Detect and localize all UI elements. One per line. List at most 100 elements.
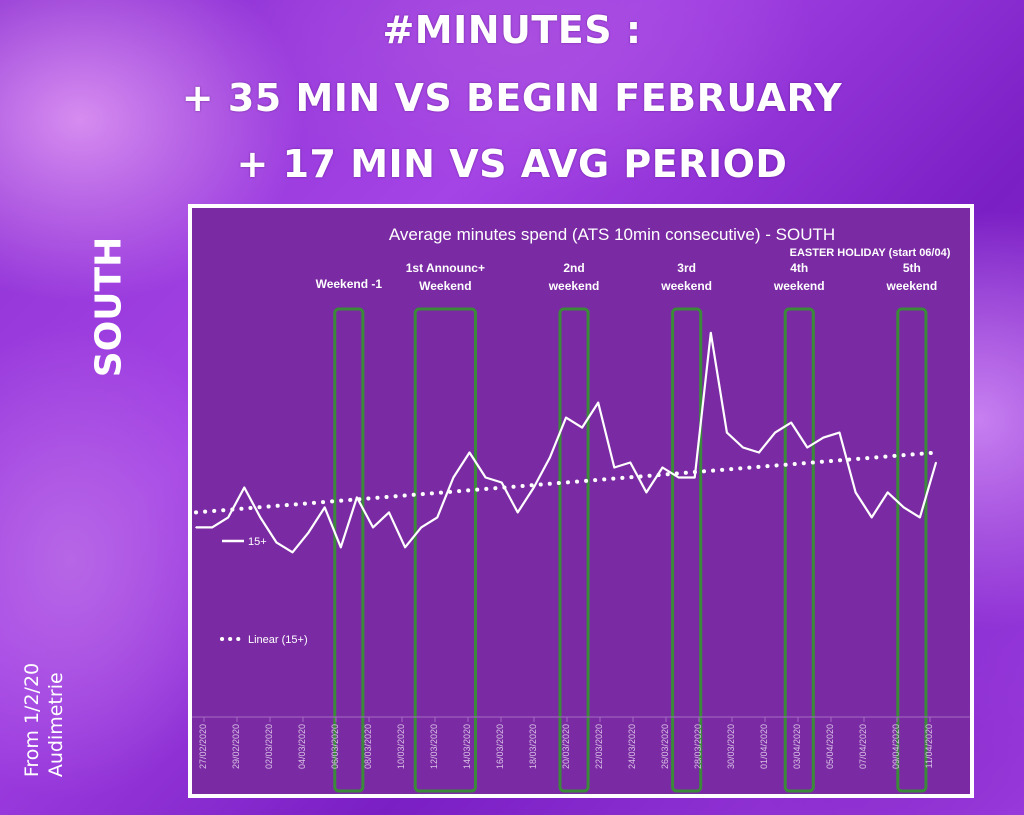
chart-frame: Average minutes spend (ATS 10min consecu… bbox=[188, 204, 974, 798]
data-point bbox=[468, 451, 471, 454]
x-tick-label: 24/03/2020 bbox=[627, 724, 637, 769]
data-point bbox=[452, 476, 455, 479]
x-tick-label: 20/03/2020 bbox=[561, 724, 571, 769]
x-tick-label: 06/03/2020 bbox=[330, 724, 340, 769]
data-point bbox=[227, 516, 229, 519]
x-tick-label: 14/03/2020 bbox=[462, 724, 472, 769]
legend: 15+ Linear (15+) bbox=[220, 536, 308, 646]
data-point bbox=[806, 446, 809, 449]
x-tick-label: 22/03/2020 bbox=[594, 724, 604, 769]
data-point bbox=[436, 516, 439, 519]
chart-title: Average minutes spend (ATS 10min consecu… bbox=[389, 225, 835, 244]
data-point bbox=[645, 491, 648, 494]
data-point bbox=[822, 436, 825, 439]
legend-label-trend: Linear (15+) bbox=[248, 634, 308, 646]
series-line-15plus bbox=[196, 331, 938, 554]
data-point bbox=[661, 466, 664, 469]
weekend-label: 4th bbox=[790, 261, 808, 275]
data-point bbox=[500, 481, 503, 484]
source-line-1: From 1/2/20 bbox=[21, 662, 43, 778]
source-note: From 1/2/20 Audimetrie bbox=[14, 650, 74, 790]
x-tick-label: 04/03/2020 bbox=[297, 724, 307, 769]
data-point bbox=[613, 466, 616, 469]
region-label-text: SOUTH bbox=[88, 236, 130, 378]
data-point bbox=[484, 476, 487, 479]
weekend-highlight-box bbox=[333, 307, 365, 793]
x-tick-label: 05/04/2020 bbox=[825, 724, 835, 769]
data-point bbox=[549, 456, 551, 459]
data-point bbox=[790, 421, 793, 424]
data-point bbox=[195, 526, 197, 529]
headline-line-2: + 35 MIN VS BEGIN FEBRUARY bbox=[181, 76, 843, 120]
headline-line-1: #MINUTES : bbox=[382, 8, 642, 52]
weekend-label: Weekend bbox=[419, 279, 471, 293]
data-point bbox=[404, 546, 406, 549]
weekend-highlight-box bbox=[671, 307, 703, 793]
weekend-label: 1st Announc+ bbox=[406, 261, 485, 275]
x-tick-label: 18/03/2020 bbox=[528, 724, 538, 769]
data-point bbox=[742, 446, 744, 449]
data-point bbox=[356, 496, 358, 499]
weekend-label: weekend bbox=[548, 279, 600, 293]
data-point bbox=[275, 541, 278, 544]
x-tick-label: 09/04/2020 bbox=[891, 724, 901, 769]
data-point bbox=[211, 526, 213, 529]
data-point bbox=[323, 506, 326, 509]
source-line-2: Audimetrie bbox=[45, 672, 67, 778]
data-point bbox=[693, 476, 696, 479]
data-point bbox=[677, 476, 680, 479]
x-tick-label: 16/03/2020 bbox=[495, 724, 505, 769]
data-point bbox=[243, 486, 246, 489]
data-point bbox=[726, 431, 728, 434]
data-point bbox=[629, 461, 632, 464]
legend-label-15plus: 15+ bbox=[248, 536, 267, 548]
weekend-label: weekend bbox=[773, 279, 825, 293]
x-tick-label: 03/04/2020 bbox=[792, 724, 802, 769]
weekend-highlight-box bbox=[896, 307, 928, 793]
data-point bbox=[838, 431, 841, 434]
weekend-label: 5th bbox=[903, 261, 921, 275]
data-point bbox=[259, 516, 262, 519]
data-point bbox=[919, 516, 921, 519]
x-tick-label: 01/04/2020 bbox=[759, 724, 769, 769]
x-tick-label: 08/03/2020 bbox=[363, 724, 373, 769]
weekend-highlight-box bbox=[558, 307, 590, 793]
weekend-label: 3rd bbox=[677, 261, 696, 275]
data-point bbox=[758, 451, 760, 454]
weekend-label: 2nd bbox=[563, 261, 584, 275]
x-tick-label: 02/03/2020 bbox=[264, 724, 274, 769]
x-tick-label: 29/02/2020 bbox=[231, 724, 241, 769]
weekend-label: weekend bbox=[886, 279, 938, 293]
data-point bbox=[339, 546, 342, 549]
data-point bbox=[886, 491, 889, 494]
x-tick-label: 12/03/2020 bbox=[429, 724, 439, 769]
headline-line-3: + 17 MIN VS AVG PERIOD bbox=[236, 142, 788, 186]
data-point bbox=[870, 516, 873, 519]
trend-line bbox=[194, 450, 938, 515]
weekend-highlight-box bbox=[413, 307, 477, 793]
x-tick-group: 27/02/2020 29/02/2020 02/03/2020 04/03/2020… bbox=[198, 717, 934, 769]
x-tick-label: 28/03/2020 bbox=[693, 724, 703, 769]
data-point bbox=[935, 461, 937, 464]
annotation-group: Weekend -1 1st Announc+ Weekend 2nd weekend 3… bbox=[316, 261, 938, 793]
weekend-label: Weekend -1 bbox=[316, 277, 383, 291]
data-point bbox=[420, 526, 423, 529]
series-group bbox=[195, 331, 938, 554]
data-point bbox=[372, 526, 374, 529]
data-point bbox=[307, 531, 310, 534]
region-label: SOUTH bbox=[84, 232, 134, 382]
chart-note: EASTER HOLIDAY (start 06/04) bbox=[790, 247, 951, 259]
data-point bbox=[581, 426, 583, 429]
weekend-highlight-box bbox=[783, 307, 815, 793]
data-point bbox=[854, 491, 857, 494]
data-point bbox=[597, 401, 599, 404]
x-tick-label: 30/03/2020 bbox=[726, 724, 736, 769]
data-point bbox=[709, 331, 712, 334]
x-tick-label: 11/04/2020 bbox=[924, 724, 934, 768]
weekend-label: weekend bbox=[660, 279, 712, 293]
x-tick-label: 07/04/2020 bbox=[858, 724, 868, 769]
trend-group bbox=[194, 450, 938, 515]
x-tick-label: 27/02/2020 bbox=[198, 724, 208, 769]
data-point bbox=[388, 511, 390, 514]
data-point bbox=[903, 506, 905, 509]
